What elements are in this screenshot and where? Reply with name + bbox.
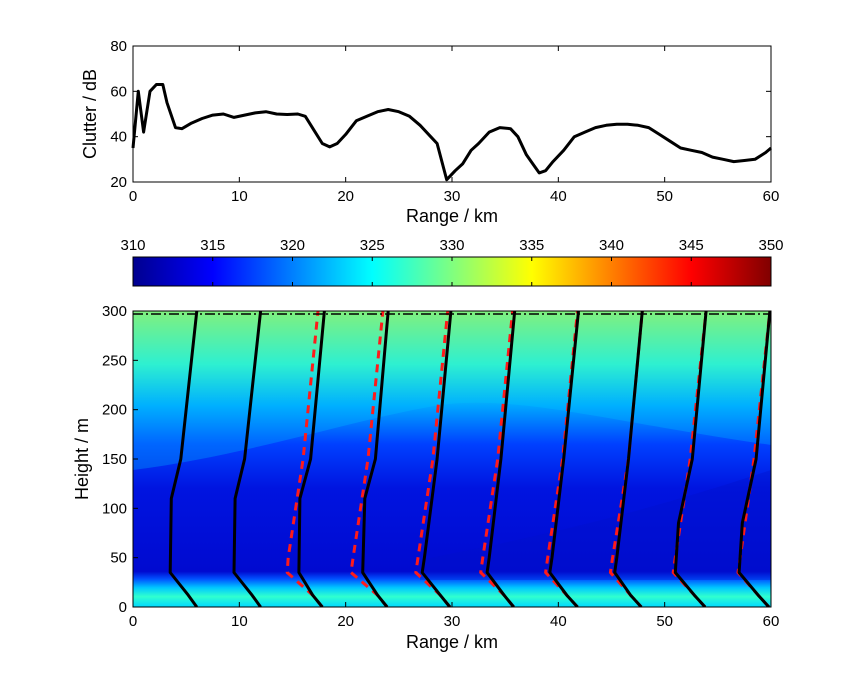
clutter-series-line xyxy=(131,83,772,182)
solid-profile-line xyxy=(548,311,580,607)
temperature-profiles xyxy=(168,311,771,607)
colorbar-tick-label: 335 xyxy=(519,237,544,254)
field-ytick-label: 250 xyxy=(102,352,127,369)
solid-profile-line xyxy=(168,311,199,607)
field-ytick-label: 0 xyxy=(119,599,127,616)
field-xtick-label: 40 xyxy=(550,613,567,630)
colorbar-tick-label: 350 xyxy=(758,237,783,254)
clutter-ytick-label: 60 xyxy=(110,83,127,100)
solid-profile-line xyxy=(673,311,708,607)
field-ytick-label: 300 xyxy=(102,303,127,320)
colorbar-tick-label: 345 xyxy=(679,237,704,254)
solid-profile-line xyxy=(485,311,517,607)
clutter-ytick-label: 40 xyxy=(110,129,127,146)
solid-profile-line xyxy=(297,311,326,607)
clutter-xtick-label: 20 xyxy=(337,188,354,205)
field-ytick-label: 100 xyxy=(102,500,127,517)
clutter-xtick-label: 30 xyxy=(444,188,461,205)
field-panel: 0 10 20 30 40 50 60 0 50 100 150 200 250 300 Range / … xyxy=(72,303,779,652)
field-ticks: 0 10 20 30 40 50 60 0 50 100 150 200 250 300 xyxy=(102,303,779,630)
dashed-profile-line xyxy=(479,311,515,607)
field-ytick-label: 50 xyxy=(110,550,127,567)
colorbar-tick-label: 325 xyxy=(360,237,385,254)
clutter-xtick-label: 10 xyxy=(231,188,248,205)
clutter-xtick-label: 60 xyxy=(763,188,780,205)
field-xtick-label: 0 xyxy=(129,613,137,630)
field-xlabel: Range / km xyxy=(406,632,498,652)
solid-profile-line xyxy=(361,311,390,607)
field-xtick-label: 50 xyxy=(656,613,673,630)
colorbar-tick-label: 330 xyxy=(439,237,464,254)
clutter-ytick-label: 80 xyxy=(110,38,127,55)
dashed-profile-line xyxy=(349,311,389,607)
solid-profile-line xyxy=(613,311,644,607)
field-xtick-label: 30 xyxy=(444,613,461,630)
clutter-ylabel: Clutter / dB xyxy=(80,69,100,159)
dashed-profile-line xyxy=(285,311,324,607)
colorbar-tick-label: 340 xyxy=(599,237,624,254)
colorbar-tick-label: 315 xyxy=(200,237,225,254)
clutter-ytick-label: 20 xyxy=(110,174,127,191)
clutter-xlabel: Range / km xyxy=(406,206,498,226)
colorbar: 310 315 320 325 330 335 340 345 350 xyxy=(120,237,784,287)
clutter-xtick-label: 40 xyxy=(550,188,567,205)
dashed-profile-line xyxy=(736,311,771,607)
solid-profile-line xyxy=(420,311,453,607)
field-xtick-label: 20 xyxy=(337,613,354,630)
colorbar-gradient xyxy=(132,256,772,287)
colorbar-ticks: 310 315 320 325 330 335 340 345 350 xyxy=(120,237,784,286)
clutter-xtick-label: 50 xyxy=(656,188,673,205)
field-ylabel: Height / m xyxy=(72,418,92,500)
colorbar-tick-label: 320 xyxy=(280,237,305,254)
solid-profile-line xyxy=(737,311,771,607)
solid-profile-line xyxy=(232,311,263,607)
field-warm-bulge xyxy=(133,311,771,470)
field-xtick-label: 10 xyxy=(231,613,248,630)
clutter-ticks: 0 10 20 30 40 50 60 20 40 60 80 xyxy=(110,38,779,205)
clutter-panel: 0 10 20 30 40 50 60 20 40 60 80 Range / km Clutter… xyxy=(80,38,779,226)
colorbar-tick-label: 310 xyxy=(120,237,145,254)
field-heatmap xyxy=(133,311,771,607)
field-ytick-label: 200 xyxy=(102,402,127,419)
dashed-profile-line xyxy=(671,311,708,607)
clutter-axes-frame xyxy=(132,45,772,183)
clutter-xtick-label: 0 xyxy=(129,188,137,205)
field-ytick-label: 150 xyxy=(102,451,127,468)
field-xtick-label: 60 xyxy=(763,613,780,630)
dashed-profile-line xyxy=(414,311,452,607)
